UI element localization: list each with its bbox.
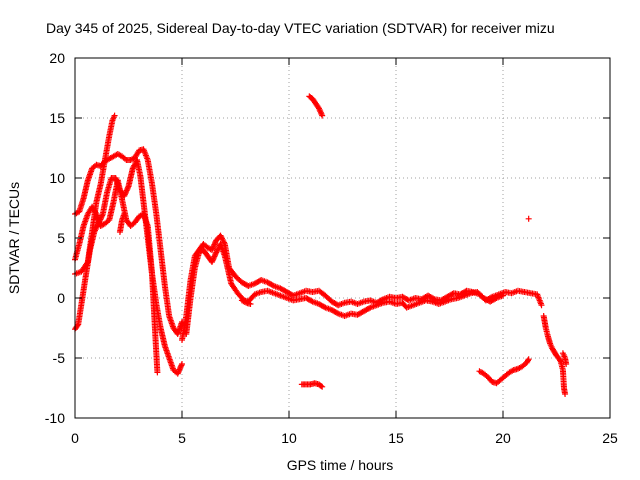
data-point bbox=[123, 187, 130, 194]
series-track-n bbox=[525, 215, 532, 222]
data-point bbox=[308, 297, 315, 304]
data-point bbox=[319, 112, 326, 119]
series-track-m bbox=[559, 350, 570, 367]
data-point bbox=[212, 250, 219, 257]
data-point bbox=[557, 357, 564, 364]
y-axis-ticks: -10 -5 0 5 10 15 20 bbox=[45, 50, 610, 426]
y-axis-title: SDTVAR / TECUs bbox=[6, 182, 22, 294]
x-axis-ticks: 0 5 10 15 20 25 bbox=[71, 58, 618, 446]
series-track-h bbox=[238, 297, 254, 307]
y-tick-label: -10 bbox=[45, 410, 65, 426]
y-tick-label: 10 bbox=[49, 170, 65, 186]
data-point bbox=[175, 369, 182, 376]
data-point bbox=[210, 242, 217, 249]
series-track-j bbox=[298, 380, 326, 390]
series-track-b bbox=[72, 146, 185, 337]
data-point bbox=[210, 254, 217, 261]
data-point bbox=[179, 361, 185, 367]
grid-lines bbox=[75, 58, 610, 418]
x-tick-label: 20 bbox=[495, 430, 511, 446]
data-point bbox=[492, 295, 499, 302]
data-point bbox=[175, 367, 182, 374]
data-point bbox=[333, 309, 340, 316]
data-point bbox=[212, 240, 219, 247]
series-track-i bbox=[306, 93, 326, 119]
data-point bbox=[562, 391, 569, 397]
x-tick-label: 5 bbox=[178, 430, 186, 446]
data-point bbox=[269, 282, 276, 289]
data-point bbox=[500, 292, 506, 299]
data-point bbox=[99, 212, 106, 219]
x-tick-label: 0 bbox=[71, 430, 79, 446]
series-track-g bbox=[183, 241, 506, 337]
x-tick-label: 25 bbox=[602, 430, 618, 446]
data-point bbox=[563, 361, 570, 367]
data-point bbox=[121, 211, 128, 217]
y-tick-label: -5 bbox=[53, 350, 66, 366]
data-point bbox=[177, 363, 184, 370]
data-point bbox=[208, 247, 215, 253]
series-track-l bbox=[540, 313, 569, 397]
data-point bbox=[212, 252, 219, 259]
data-point bbox=[247, 301, 254, 307]
data-point bbox=[321, 303, 328, 310]
data-point bbox=[209, 257, 216, 264]
data-point bbox=[154, 369, 161, 376]
data-point bbox=[83, 260, 90, 267]
data-point bbox=[208, 259, 215, 265]
x-tick-label: 15 bbox=[388, 430, 404, 446]
series-track-c bbox=[72, 177, 161, 376]
x-tick-label: 10 bbox=[281, 430, 297, 446]
data-point bbox=[111, 112, 118, 119]
data-points bbox=[72, 93, 570, 397]
data-point bbox=[318, 383, 325, 389]
y-tick-label: 0 bbox=[57, 290, 65, 306]
data-point bbox=[124, 186, 131, 193]
series-track-e bbox=[116, 211, 128, 235]
data-point bbox=[209, 245, 216, 252]
data-point bbox=[525, 356, 532, 363]
series-track-a bbox=[72, 157, 185, 377]
series-track-k bbox=[476, 356, 532, 387]
data-point bbox=[176, 366, 183, 373]
y-tick-label: 20 bbox=[49, 50, 65, 66]
data-point bbox=[211, 253, 218, 260]
data-point bbox=[174, 370, 181, 377]
chart-title: Day 345 of 2025, Sidereal Day-to-day VTE… bbox=[46, 20, 555, 36]
x-axis-title: GPS time / hours bbox=[287, 457, 394, 473]
data-point bbox=[178, 362, 185, 369]
data-point bbox=[123, 188, 130, 195]
data-point bbox=[211, 241, 218, 248]
data-point bbox=[210, 256, 217, 263]
data-point bbox=[366, 305, 373, 312]
y-tick-label: 15 bbox=[49, 110, 65, 126]
data-point bbox=[210, 244, 217, 251]
data-point bbox=[319, 383, 326, 390]
data-point bbox=[177, 365, 184, 372]
data-point bbox=[524, 357, 531, 364]
data-point bbox=[538, 302, 545, 309]
data-point bbox=[525, 215, 532, 222]
series-track-d bbox=[72, 112, 118, 277]
y-tick-label: 5 bbox=[57, 230, 65, 246]
data-point bbox=[124, 184, 131, 191]
